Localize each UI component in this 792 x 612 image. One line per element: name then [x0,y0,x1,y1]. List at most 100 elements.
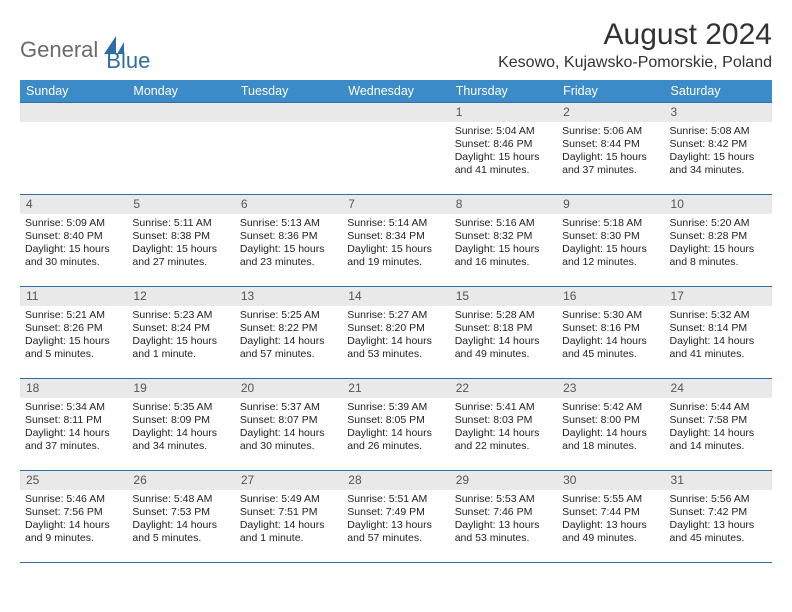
logo-text-general: General [20,37,98,63]
sunrise-text: Sunrise: 5:21 AM [25,309,122,322]
day-cell: 5Sunrise: 5:11 AMSunset: 8:38 PMDaylight… [127,195,234,287]
day-number: 5 [127,195,234,214]
day-details: Sunrise: 5:08 AMSunset: 8:42 PMDaylight:… [665,122,772,181]
day-header: Thursday [450,80,557,103]
day-cell: 30Sunrise: 5:55 AMSunset: 7:44 PMDayligh… [557,471,664,563]
day-cell: 23Sunrise: 5:42 AMSunset: 8:00 PMDayligh… [557,379,664,471]
sunrise-text: Sunrise: 5:37 AM [240,401,337,414]
day-number: 3 [665,103,772,122]
daylight-text: Daylight: 15 hours and 30 minutes. [25,243,122,269]
day-header: Sunday [20,80,127,103]
daylight-text: Daylight: 14 hours and 14 minutes. [670,427,767,453]
sunrise-text: Sunrise: 5:13 AM [240,217,337,230]
daylight-text: Daylight: 13 hours and 49 minutes. [562,519,659,545]
daylight-text: Daylight: 14 hours and 41 minutes. [670,335,767,361]
sunset-text: Sunset: 8:30 PM [562,230,659,243]
day-number: 29 [450,471,557,490]
sunset-text: Sunset: 8:44 PM [562,138,659,151]
day-number: 17 [665,287,772,306]
logo-text-blue: Blue [106,48,150,74]
day-details: Sunrise: 5:13 AMSunset: 8:36 PMDaylight:… [235,214,342,273]
sunset-text: Sunset: 7:42 PM [670,506,767,519]
day-number [127,103,234,122]
day-cell: 24Sunrise: 5:44 AMSunset: 7:58 PMDayligh… [665,379,772,471]
sunset-text: Sunset: 8:07 PM [240,414,337,427]
calendar-table: Sunday Monday Tuesday Wednesday Thursday… [20,80,772,563]
day-number: 21 [342,379,449,398]
day-cell: 27Sunrise: 5:49 AMSunset: 7:51 PMDayligh… [235,471,342,563]
day-cell: 4Sunrise: 5:09 AMSunset: 8:40 PMDaylight… [20,195,127,287]
week-row: 11Sunrise: 5:21 AMSunset: 8:26 PMDayligh… [20,287,772,379]
day-number: 18 [20,379,127,398]
daylight-text: Daylight: 15 hours and 27 minutes. [132,243,229,269]
daylight-text: Daylight: 15 hours and 41 minutes. [455,151,552,177]
sunset-text: Sunset: 7:44 PM [562,506,659,519]
day-cell: 26Sunrise: 5:48 AMSunset: 7:53 PMDayligh… [127,471,234,563]
day-cell: 16Sunrise: 5:30 AMSunset: 8:16 PMDayligh… [557,287,664,379]
day-number: 4 [20,195,127,214]
daylight-text: Daylight: 14 hours and 9 minutes. [25,519,122,545]
week-row: 18Sunrise: 5:34 AMSunset: 8:11 PMDayligh… [20,379,772,471]
sunset-text: Sunset: 8:36 PM [240,230,337,243]
day-cell: 14Sunrise: 5:27 AMSunset: 8:20 PMDayligh… [342,287,449,379]
day-details: Sunrise: 5:55 AMSunset: 7:44 PMDaylight:… [557,490,664,549]
day-number: 10 [665,195,772,214]
day-number: 7 [342,195,449,214]
daylight-text: Daylight: 14 hours and 53 minutes. [347,335,444,361]
day-header: Monday [127,80,234,103]
daylight-text: Daylight: 14 hours and 5 minutes. [132,519,229,545]
sunset-text: Sunset: 8:20 PM [347,322,444,335]
logo: General Blue [20,18,150,74]
sunset-text: Sunset: 8:18 PM [455,322,552,335]
day-number: 23 [557,379,664,398]
sunrise-text: Sunrise: 5:42 AM [562,401,659,414]
daylight-text: Daylight: 14 hours and 49 minutes. [455,335,552,361]
day-details: Sunrise: 5:56 AMSunset: 7:42 PMDaylight:… [665,490,772,549]
sunrise-text: Sunrise: 5:14 AM [347,217,444,230]
day-cell: 17Sunrise: 5:32 AMSunset: 8:14 PMDayligh… [665,287,772,379]
day-cell: 15Sunrise: 5:28 AMSunset: 8:18 PMDayligh… [450,287,557,379]
day-details: Sunrise: 5:25 AMSunset: 8:22 PMDaylight:… [235,306,342,365]
sunset-text: Sunset: 8:28 PM [670,230,767,243]
daylight-text: Daylight: 14 hours and 37 minutes. [25,427,122,453]
day-cell: 18Sunrise: 5:34 AMSunset: 8:11 PMDayligh… [20,379,127,471]
day-details: Sunrise: 5:32 AMSunset: 8:14 PMDaylight:… [665,306,772,365]
sunrise-text: Sunrise: 5:55 AM [562,493,659,506]
day-number: 2 [557,103,664,122]
sunrise-text: Sunrise: 5:56 AM [670,493,767,506]
daylight-text: Daylight: 15 hours and 8 minutes. [670,243,767,269]
day-number: 13 [235,287,342,306]
daylight-text: Daylight: 14 hours and 22 minutes. [455,427,552,453]
sunrise-text: Sunrise: 5:09 AM [25,217,122,230]
day-details: Sunrise: 5:41 AMSunset: 8:03 PMDaylight:… [450,398,557,457]
day-details: Sunrise: 5:42 AMSunset: 8:00 PMDaylight:… [557,398,664,457]
daylight-text: Daylight: 15 hours and 5 minutes. [25,335,122,361]
day-details: Sunrise: 5:06 AMSunset: 8:44 PMDaylight:… [557,122,664,181]
sunrise-text: Sunrise: 5:27 AM [347,309,444,322]
day-cell [235,103,342,195]
day-details: Sunrise: 5:35 AMSunset: 8:09 PMDaylight:… [127,398,234,457]
sunrise-text: Sunrise: 5:30 AM [562,309,659,322]
day-number: 28 [342,471,449,490]
day-details: Sunrise: 5:34 AMSunset: 8:11 PMDaylight:… [20,398,127,457]
sunset-text: Sunset: 7:49 PM [347,506,444,519]
sunset-text: Sunset: 8:42 PM [670,138,767,151]
day-cell: 28Sunrise: 5:51 AMSunset: 7:49 PMDayligh… [342,471,449,563]
day-number: 12 [127,287,234,306]
day-cell [342,103,449,195]
day-cell: 10Sunrise: 5:20 AMSunset: 8:28 PMDayligh… [665,195,772,287]
sunrise-text: Sunrise: 5:53 AM [455,493,552,506]
day-cell: 31Sunrise: 5:56 AMSunset: 7:42 PMDayligh… [665,471,772,563]
title-block: August 2024 Kesowo, Kujawsko-Pomorskie, … [498,18,772,72]
sunset-text: Sunset: 7:53 PM [132,506,229,519]
day-cell: 1Sunrise: 5:04 AMSunset: 8:46 PMDaylight… [450,103,557,195]
daylight-text: Daylight: 13 hours and 45 minutes. [670,519,767,545]
sunrise-text: Sunrise: 5:39 AM [347,401,444,414]
sunset-text: Sunset: 7:51 PM [240,506,337,519]
daylight-text: Daylight: 14 hours and 18 minutes. [562,427,659,453]
day-details: Sunrise: 5:44 AMSunset: 7:58 PMDaylight:… [665,398,772,457]
day-details: Sunrise: 5:23 AMSunset: 8:24 PMDaylight:… [127,306,234,365]
sunset-text: Sunset: 8:11 PM [25,414,122,427]
week-row: 25Sunrise: 5:46 AMSunset: 7:56 PMDayligh… [20,471,772,563]
day-details: Sunrise: 5:14 AMSunset: 8:34 PMDaylight:… [342,214,449,273]
